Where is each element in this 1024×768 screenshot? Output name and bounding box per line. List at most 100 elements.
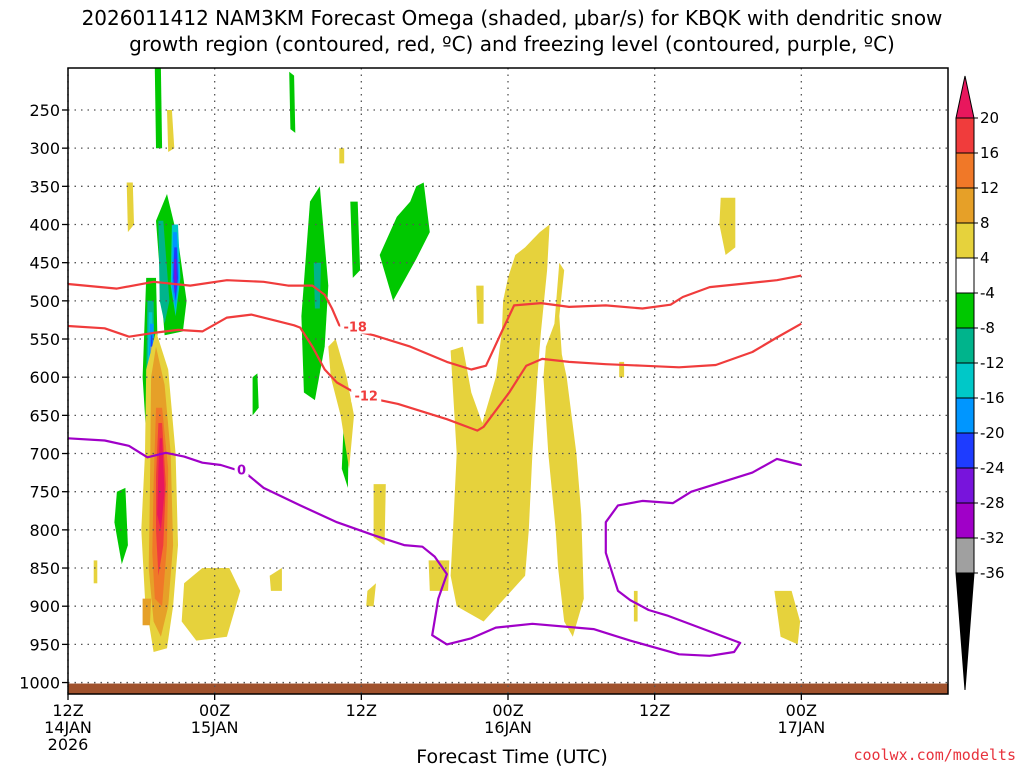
x-tick-label: 14JAN [44, 718, 92, 737]
omega-region [167, 110, 175, 152]
omega-region [543, 262, 584, 637]
y-tick-label: 250 [29, 101, 60, 120]
axis-tick-labels: 250 300 350 400 450 500 550 600 650 700 750 800 850 9… [19, 101, 825, 754]
colorbar-swatch [955, 432, 975, 469]
y-tick-label: 950 [29, 635, 60, 654]
colorbar-swatch [955, 327, 975, 364]
y-tick-label: 500 [29, 292, 60, 311]
chart-title-line-1: 2026011412 NAM3KM Forecast Omega (shaded… [81, 6, 943, 30]
y-tick-label: 1000 [19, 674, 60, 693]
y-tick-label: 600 [29, 368, 60, 387]
colorbar-label: 16 [980, 144, 999, 162]
omega-shading-layer [93, 68, 801, 652]
colorbar-label: -12 [980, 354, 1005, 372]
contour-line [67, 437, 802, 657]
x-tick-label: 15JAN [191, 718, 239, 737]
colorbar-label: 12 [980, 179, 999, 197]
omega-region [719, 197, 736, 255]
y-tick-label: 450 [29, 254, 60, 273]
y-tick-label: 700 [29, 445, 60, 464]
y-tick-label: 650 [29, 406, 60, 425]
colorbar-label: -8 [980, 319, 995, 337]
x-axis-label: Forecast Time (UTC) [416, 746, 608, 768]
omega-region [126, 182, 134, 233]
x-tick-label: 16JAN [484, 718, 532, 737]
omega-region [142, 598, 152, 626]
colorbar-swatch [955, 502, 975, 539]
colorbar-label: -32 [980, 529, 1005, 547]
x-tick-label: 17JAN [777, 718, 825, 737]
colorbar-swatch [955, 362, 975, 399]
omega-region [328, 339, 354, 469]
omega-region [379, 182, 430, 301]
colorbar-swatch [955, 152, 975, 189]
colorbar-label: 20 [980, 109, 999, 127]
x-tick-label: 12Z [639, 701, 670, 720]
omega-region [269, 568, 282, 591]
colorbar-bottom-arrow [955, 572, 975, 691]
x-tick-label: 12Z [52, 701, 83, 720]
colorbar-label: 4 [980, 249, 990, 267]
omega-region [154, 68, 163, 149]
colorbar-label: 8 [980, 214, 990, 232]
colorbar-label: -4 [980, 284, 995, 302]
terrain-surface [68, 683, 948, 694]
contour-label: -18 [343, 321, 367, 336]
contour-label-background [351, 388, 382, 403]
y-tick-label: 850 [29, 559, 60, 578]
omega-region [476, 285, 484, 324]
omega-colorbar: 20 16 12 8 4 -4 -8 -12 -16 -20 -24 -28 -32 -36 [955, 75, 1005, 691]
colorbar-swatch [955, 222, 975, 259]
omega-region [339, 148, 345, 164]
omega-region [289, 71, 296, 133]
contour-label: -12 [354, 389, 378, 404]
contour-line [67, 274, 802, 371]
colorbar-label: -36 [980, 564, 1005, 582]
colorbar-label: -20 [980, 424, 1005, 442]
omega-region [366, 583, 376, 607]
y-tick-label: 350 [29, 177, 60, 196]
colorbar-swatch [955, 397, 975, 434]
y-tick-label: 400 [29, 216, 60, 235]
y-tick-label: 300 [29, 139, 60, 158]
omega-region [313, 262, 321, 309]
colorbar-label: -28 [980, 494, 1005, 512]
colorbar-swatch [955, 467, 975, 504]
omega-region [633, 590, 638, 622]
omega-region [93, 560, 98, 584]
omega-region [252, 373, 259, 416]
y-tick-label: 750 [29, 483, 60, 502]
omega-region [158, 220, 170, 324]
colorbar-swatch [955, 537, 975, 574]
contour-layer: -18 -12 0 [67, 274, 802, 657]
x-tick-label: 00Z [199, 701, 230, 720]
chart-title-line-2: growth region (contoured, red, ºC) and f… [129, 32, 895, 56]
colorbar-swatch [955, 257, 975, 294]
y-tick-label: 550 [29, 330, 60, 349]
omega-region [157, 438, 165, 530]
x-tick-label: 00Z [786, 701, 817, 720]
colorbar-top-arrow [955, 75, 975, 119]
y-tick-label: 800 [29, 521, 60, 540]
contour-label: 0 [237, 463, 246, 478]
colorbar-swatch [955, 187, 975, 224]
omega-region [373, 484, 386, 546]
contour-label-background [234, 462, 249, 477]
x-tick-label: 12Z [346, 701, 377, 720]
omega-region [350, 201, 361, 278]
colorbar-swatch [955, 117, 975, 154]
colorbar-label: -24 [980, 459, 1005, 477]
omega-region [181, 568, 241, 641]
contour-label-background [340, 319, 371, 334]
colorbar-label: -16 [980, 389, 1005, 407]
site-credit: coolwx.com/modelts [853, 746, 1016, 764]
colorbar-swatch [955, 292, 975, 329]
y-tick-label: 900 [29, 597, 60, 616]
omega-region [114, 487, 128, 565]
omega-region [774, 590, 801, 645]
omega-region [450, 224, 550, 622]
terrain-layer [68, 683, 948, 694]
x-tick-label: 2026 [48, 735, 89, 754]
x-tick-label: 00Z [492, 701, 523, 720]
